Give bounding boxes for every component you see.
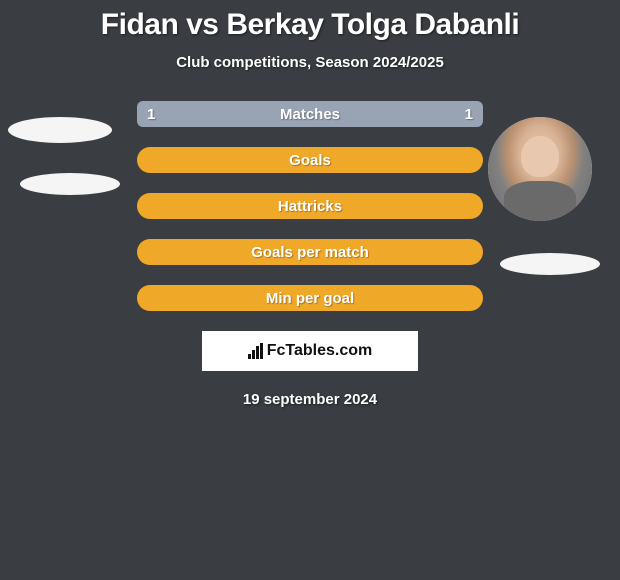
- stat-label: Matches: [280, 106, 340, 123]
- stat-value-left: 1: [147, 106, 155, 123]
- stat-value-right: 1: [465, 106, 473, 123]
- date-text: 19 september 2024: [0, 391, 620, 408]
- stat-row: Matches 1 1: [137, 101, 483, 127]
- stat-row: Min per goal: [137, 285, 483, 311]
- player-left-avatar: [8, 117, 112, 143]
- player-right-label-pill: [500, 253, 600, 275]
- stat-row: Goals: [137, 147, 483, 173]
- branding-text: FcTables.com: [267, 342, 373, 360]
- player-photo-icon: [488, 117, 592, 221]
- stat-row: Goals per match: [137, 239, 483, 265]
- stat-label: Goals: [289, 152, 331, 169]
- stat-label: Hattricks: [278, 198, 342, 215]
- player-left-label-pill: [20, 173, 120, 195]
- stats-area: Matches 1 1 Goals Hattricks Goals per match Mi…: [0, 101, 620, 408]
- stat-label: Goals per match: [251, 244, 369, 261]
- comparison-title: Fidan vs Berkay Tolga Dabanli: [0, 0, 620, 42]
- stat-label: Min per goal: [266, 290, 354, 307]
- comparison-subtitle: Club competitions, Season 2024/2025: [0, 54, 620, 71]
- player-right-avatar: [488, 117, 592, 221]
- stat-row: Hattricks: [137, 193, 483, 219]
- bar-chart-icon: [248, 343, 263, 359]
- branding-badge: FcTables.com: [202, 331, 418, 371]
